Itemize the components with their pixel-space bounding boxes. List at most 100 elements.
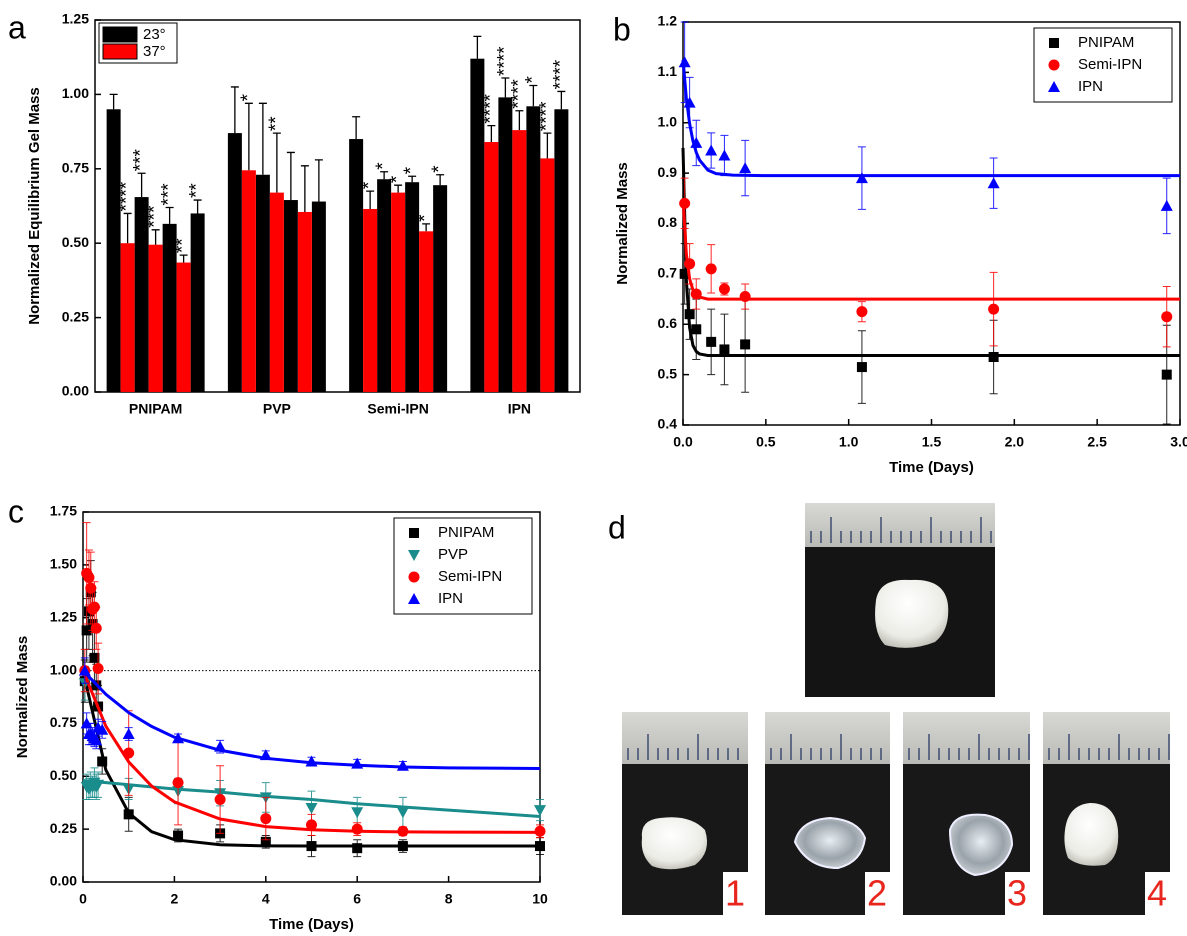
marker (305, 755, 318, 767)
bar (498, 97, 513, 392)
bar (162, 223, 177, 392)
photo-label: 4 (1147, 873, 1167, 914)
marker (78, 664, 91, 676)
marker (705, 263, 717, 275)
marker (305, 803, 318, 814)
error-bar (394, 184, 403, 193)
significance: **** (117, 181, 138, 211)
legend-label: 37° (143, 43, 166, 60)
marker (85, 582, 97, 594)
marker (988, 351, 999, 362)
marker (679, 268, 690, 279)
marker (705, 144, 718, 156)
marker (123, 809, 134, 820)
y-tick-label: 0.5 (658, 365, 678, 381)
marker (534, 825, 546, 837)
panel-letter: a (8, 9, 26, 45)
marker (97, 756, 108, 767)
x-tick-label: 2.5 (1087, 434, 1107, 450)
y-tick-label: 1.50 (50, 556, 77, 572)
y-tick-label: 0.75 (50, 714, 77, 730)
marker (260, 836, 271, 847)
marker (259, 749, 272, 761)
marker (535, 841, 545, 852)
y-tick-label: 1.00 (62, 85, 89, 101)
marker (88, 601, 100, 613)
y-tick-label: 1.00 (50, 661, 77, 677)
significance: **** (550, 59, 571, 89)
marker (92, 779, 105, 791)
significance: *** (131, 148, 152, 171)
bar (377, 179, 392, 392)
marker (172, 732, 185, 744)
significance: * (373, 162, 394, 170)
error-bar (352, 116, 361, 140)
significance: * (429, 165, 450, 173)
significance: **** (494, 46, 515, 76)
x-tick-label: PVP (263, 401, 291, 417)
bar (554, 109, 569, 392)
error-bar (473, 35, 482, 59)
y-tick-label: 0.50 (50, 767, 77, 783)
x-tick-label: 4 (262, 891, 270, 907)
legend-label: IPN (438, 590, 463, 607)
marker (80, 717, 93, 729)
y-tick-label: 0.00 (62, 383, 89, 399)
error-bar (300, 165, 309, 212)
marker (397, 825, 409, 837)
error-bar (123, 212, 132, 244)
marker (396, 759, 409, 771)
bar (484, 142, 499, 392)
y-tick-label: 0.4 (658, 416, 678, 432)
bar (255, 174, 270, 392)
marker (740, 339, 751, 350)
x-tick-label: 8 (445, 891, 453, 907)
legend-label: Semi-IPN (438, 568, 502, 585)
bar (134, 197, 149, 392)
bar (269, 192, 284, 392)
error-bar (529, 84, 538, 107)
panel-letter: c (8, 493, 24, 529)
error-bar (408, 175, 417, 183)
significance: *** (159, 183, 180, 206)
error-bar (193, 199, 202, 214)
y-tick-label: 1.25 (50, 608, 77, 624)
marker (855, 172, 868, 184)
x-tick-label: 0.0 (673, 434, 693, 450)
y-tick-label: 1.75 (50, 503, 77, 519)
marker (351, 757, 364, 769)
marker (214, 740, 227, 752)
significance: * (522, 75, 543, 83)
marker (678, 56, 691, 68)
marker (684, 309, 695, 320)
photo-label: 3 (1007, 873, 1027, 914)
significance: * (238, 93, 259, 101)
x-tick-label: 0.5 (756, 434, 776, 450)
x-axis-title: Time (Days) (269, 916, 354, 933)
significance: **** (536, 101, 557, 131)
significance: * (359, 181, 380, 189)
marker (260, 813, 272, 825)
marker (81, 625, 92, 636)
y-tick-label: 0.25 (50, 820, 77, 836)
marker (123, 747, 135, 759)
x-tick-label: 3.0 (1170, 434, 1187, 450)
legend-marker (1048, 59, 1060, 71)
bar (311, 201, 326, 392)
marker (690, 136, 703, 148)
error-bar (436, 174, 445, 186)
bar (283, 200, 298, 392)
fit-line (81, 670, 540, 848)
marker (96, 723, 109, 735)
x-tick-label: 0 (79, 891, 87, 907)
bar (433, 185, 448, 392)
significance: * (401, 166, 422, 174)
marker (691, 324, 702, 335)
bar (349, 139, 364, 392)
marker (90, 734, 103, 746)
y-axis-title: Normalized Mass (14, 636, 31, 759)
x-tick-label: Semi-IPN (367, 401, 428, 417)
legend-label: PNIPAM (1078, 34, 1134, 51)
legend-marker (409, 528, 419, 538)
